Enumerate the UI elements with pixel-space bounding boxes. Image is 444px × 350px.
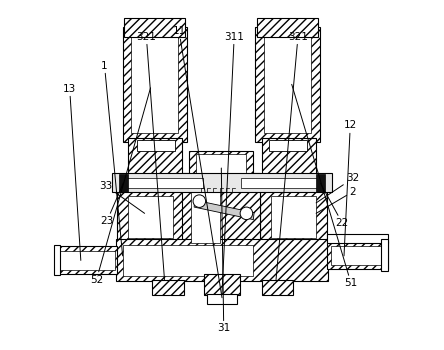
Polygon shape <box>264 37 311 133</box>
Text: 52: 52 <box>90 88 151 285</box>
Text: 12: 12 <box>344 120 357 256</box>
Text: 23: 23 <box>100 183 123 226</box>
Polygon shape <box>257 18 318 37</box>
Polygon shape <box>123 178 203 188</box>
Polygon shape <box>262 280 293 295</box>
Polygon shape <box>204 274 241 295</box>
Polygon shape <box>119 174 128 192</box>
Polygon shape <box>117 187 184 241</box>
Polygon shape <box>189 150 254 178</box>
Polygon shape <box>54 245 60 275</box>
Circle shape <box>193 195 206 208</box>
Polygon shape <box>241 178 321 188</box>
Polygon shape <box>381 239 388 271</box>
Text: 22: 22 <box>320 183 349 228</box>
Polygon shape <box>112 173 332 193</box>
Polygon shape <box>131 37 178 133</box>
Polygon shape <box>128 196 173 238</box>
Polygon shape <box>207 294 237 304</box>
Polygon shape <box>262 138 316 178</box>
Circle shape <box>240 207 253 219</box>
Polygon shape <box>137 140 175 150</box>
Polygon shape <box>327 234 388 243</box>
Text: 33: 33 <box>99 181 145 214</box>
Text: 13: 13 <box>63 84 81 260</box>
Text: 321: 321 <box>136 32 164 280</box>
Polygon shape <box>255 27 320 142</box>
Polygon shape <box>190 177 220 243</box>
Polygon shape <box>271 196 316 238</box>
Polygon shape <box>128 138 182 178</box>
Text: 31: 31 <box>217 168 230 334</box>
Polygon shape <box>260 187 327 241</box>
Polygon shape <box>124 18 186 37</box>
Text: 311: 311 <box>222 32 244 294</box>
Polygon shape <box>316 174 325 192</box>
Polygon shape <box>194 200 254 219</box>
Text: 1: 1 <box>101 61 123 256</box>
Polygon shape <box>182 173 260 248</box>
Polygon shape <box>123 27 187 142</box>
Polygon shape <box>196 154 246 175</box>
Polygon shape <box>269 140 307 150</box>
Polygon shape <box>57 251 115 270</box>
Text: 321: 321 <box>276 32 308 280</box>
Polygon shape <box>331 246 383 265</box>
Polygon shape <box>327 241 388 269</box>
Text: 11: 11 <box>173 26 222 298</box>
Text: 2: 2 <box>316 187 356 214</box>
Text: 32: 32 <box>316 174 359 203</box>
Polygon shape <box>152 280 184 295</box>
Polygon shape <box>123 245 254 276</box>
Polygon shape <box>55 246 117 274</box>
Text: 51: 51 <box>292 84 357 288</box>
Polygon shape <box>116 239 328 281</box>
